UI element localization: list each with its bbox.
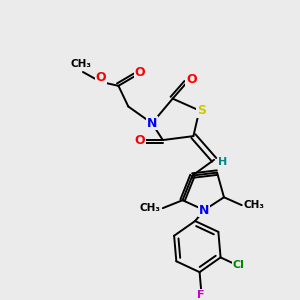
Text: CH₃: CH₃ bbox=[140, 203, 161, 213]
Text: F: F bbox=[197, 290, 205, 300]
Text: O: O bbox=[135, 67, 146, 80]
Text: N: N bbox=[199, 204, 209, 217]
Text: O: O bbox=[95, 71, 106, 84]
Text: CH₃: CH₃ bbox=[244, 200, 265, 210]
Text: O: O bbox=[135, 134, 146, 147]
Text: N: N bbox=[147, 117, 157, 130]
Text: CH₃: CH₃ bbox=[70, 59, 92, 69]
Text: Cl: Cl bbox=[233, 260, 244, 270]
Text: S: S bbox=[197, 104, 206, 117]
Text: O: O bbox=[186, 74, 197, 86]
Text: H: H bbox=[218, 157, 228, 167]
